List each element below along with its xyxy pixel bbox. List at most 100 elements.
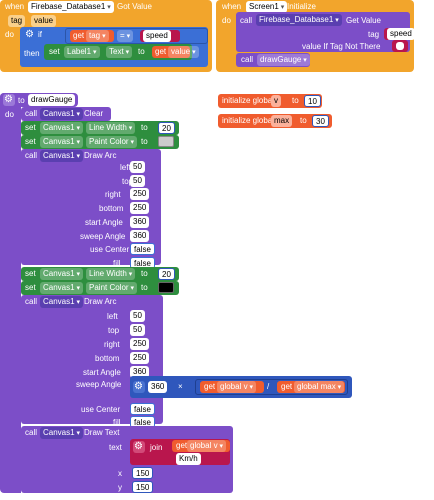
arc1-left-label: left (120, 163, 131, 172)
to-label-pc1: to (141, 137, 148, 146)
draw-gauge-procedure-block[interactable] (0, 93, 21, 493)
set-label-pc1: set (25, 137, 36, 146)
arc1-right-value[interactable]: 250 (130, 188, 150, 200)
initialize-event: Initialize (287, 2, 316, 11)
join-gear-icon[interactable] (133, 441, 145, 453)
canvas-dropdown-pc2[interactable]: Canvas1 (40, 282, 84, 294)
global-v-dropdown-2[interactable]: global v (187, 440, 227, 452)
call-label-2: call (241, 55, 254, 64)
arc2-top-label: top (108, 326, 120, 335)
draw-arc-method-2: Draw Arc (84, 297, 117, 306)
do-label-2: do (222, 16, 231, 25)
do-label: do (5, 30, 14, 39)
canvas-dropdown-pc1[interactable]: Canvas1 (40, 136, 84, 148)
clear-method: Clear (84, 109, 104, 118)
init-global-label: initialize global (222, 96, 275, 105)
string-speed-value[interactable]: speed (143, 30, 171, 42)
y-value[interactable]: 150 (132, 481, 154, 493)
component-dropdown[interactable]: Firebase_Database1 (28, 1, 114, 13)
if-label: if (38, 30, 42, 39)
call-label: call (240, 16, 253, 25)
multiply-gear-icon[interactable] (133, 381, 145, 393)
color-swatch-black[interactable] (158, 282, 174, 293)
global-v-dropdown[interactable]: global v (217, 381, 257, 393)
draw-arc-method-1: Draw Arc (84, 151, 117, 160)
to-label-v: to (292, 96, 299, 105)
canvas-dropdown-text[interactable]: Canvas1 (40, 427, 84, 439)
default-string-empty[interactable] (396, 42, 404, 50)
param-value[interactable]: value (31, 15, 57, 27)
screen-dropdown[interactable]: Screen1 (246, 1, 288, 13)
global-max-value[interactable]: 30 (312, 115, 329, 127)
value-var-dropdown[interactable]: value (168, 46, 199, 58)
sweep-multiplier-value[interactable]: 360 (148, 381, 168, 393)
init-global-label-2: initialize global (222, 116, 275, 125)
proc-name-field[interactable]: drawGauge (28, 94, 76, 106)
if-gear-icon[interactable] (24, 29, 36, 41)
arc2-bottom-value[interactable]: 250 (130, 352, 150, 364)
call-label-text: call (25, 428, 38, 437)
arc2-sweep-label: sweep Angle (76, 380, 122, 389)
unit-string-value[interactable]: Km/h (176, 453, 201, 465)
arc1-top-label: top (122, 177, 134, 186)
canvas-dropdown-arc2[interactable]: Canvas1 (40, 296, 84, 308)
arc1-bottom-value[interactable]: 250 (130, 202, 150, 214)
arc2-left-value[interactable]: 50 (130, 310, 145, 322)
arc2-left-label: left (107, 312, 118, 321)
arc1-center-value[interactable]: false (130, 243, 155, 255)
call-label-clear: call (25, 109, 38, 118)
get-label-gmax: get (281, 382, 293, 391)
y-arg-label: y (118, 483, 122, 492)
arc2-right-value[interactable]: 250 (130, 338, 150, 350)
arc2-top-value[interactable]: 50 (130, 324, 145, 336)
then-label: then (24, 49, 40, 58)
text-arg-label: text (109, 443, 122, 452)
divide-operator: / (267, 382, 270, 391)
global-v-block[interactable] (218, 94, 322, 108)
line-width-value-2[interactable]: 20 (158, 268, 175, 280)
to-label-pc2: to (141, 283, 148, 292)
arc1-start-value[interactable]: 360 (130, 216, 150, 228)
paint-color-dropdown-1[interactable]: Paint Color (86, 136, 138, 148)
tag-string-value[interactable]: speed (387, 28, 415, 40)
proc-to-label: to (18, 96, 25, 105)
db-dropdown[interactable]: Firebase_Database1 (256, 14, 342, 26)
arc2-center-value[interactable]: false (130, 403, 155, 415)
canvas-dropdown-lw1[interactable]: Canvas1 (40, 122, 84, 134)
line-width-value-1[interactable]: 20 (158, 122, 175, 134)
arc1-sweep-value[interactable]: 360 (130, 230, 150, 242)
line-width-dropdown-1[interactable]: Line Width (86, 122, 136, 134)
x-value[interactable]: 150 (132, 467, 154, 479)
global-v-name[interactable]: v (271, 95, 281, 107)
draw-text-method: Draw Text (84, 428, 120, 437)
canvas-dropdown-arc1[interactable]: Canvas1 (40, 150, 84, 162)
arc1-start-label: start Angle (85, 218, 123, 227)
tag-var-dropdown[interactable]: tag (86, 30, 109, 42)
tag-arg-label: tag (368, 30, 380, 39)
to-label-lw2: to (141, 269, 148, 278)
arc1-top-value[interactable]: 50 (130, 175, 145, 187)
proc-dropdown[interactable]: drawGauge (257, 54, 310, 66)
x-arg-label: x (118, 469, 122, 478)
arc2-start-value[interactable]: 360 (130, 366, 150, 378)
label-dropdown[interactable]: Label1 (64, 46, 100, 58)
line-width-dropdown-2[interactable]: Line Width (86, 268, 136, 280)
global-v-value[interactable]: 10 (304, 95, 321, 107)
param-tag[interactable]: tag (8, 15, 26, 27)
global-max-name[interactable]: max (271, 115, 293, 127)
to-label-max: to (300, 116, 307, 125)
global-max-dropdown[interactable]: global max (294, 381, 345, 393)
canvas-dropdown-clear[interactable]: Canvas1 (40, 108, 84, 120)
get-label: get (73, 31, 85, 40)
arc1-left-value[interactable]: 50 (130, 161, 145, 173)
call-label-arc2: call (25, 297, 38, 306)
set-label-lw1: set (25, 123, 36, 132)
arc2-bottom-label: bottom (95, 354, 120, 363)
proc-gear-icon[interactable] (3, 94, 15, 106)
get-label-gv: get (204, 382, 216, 391)
color-swatch-grey[interactable] (158, 136, 174, 147)
paint-color-dropdown-2[interactable]: Paint Color (86, 282, 138, 294)
prop-dropdown[interactable]: Text (106, 46, 133, 58)
compare-op-dropdown[interactable]: = (117, 30, 134, 42)
canvas-dropdown-lw2[interactable]: Canvas1 (40, 268, 84, 280)
